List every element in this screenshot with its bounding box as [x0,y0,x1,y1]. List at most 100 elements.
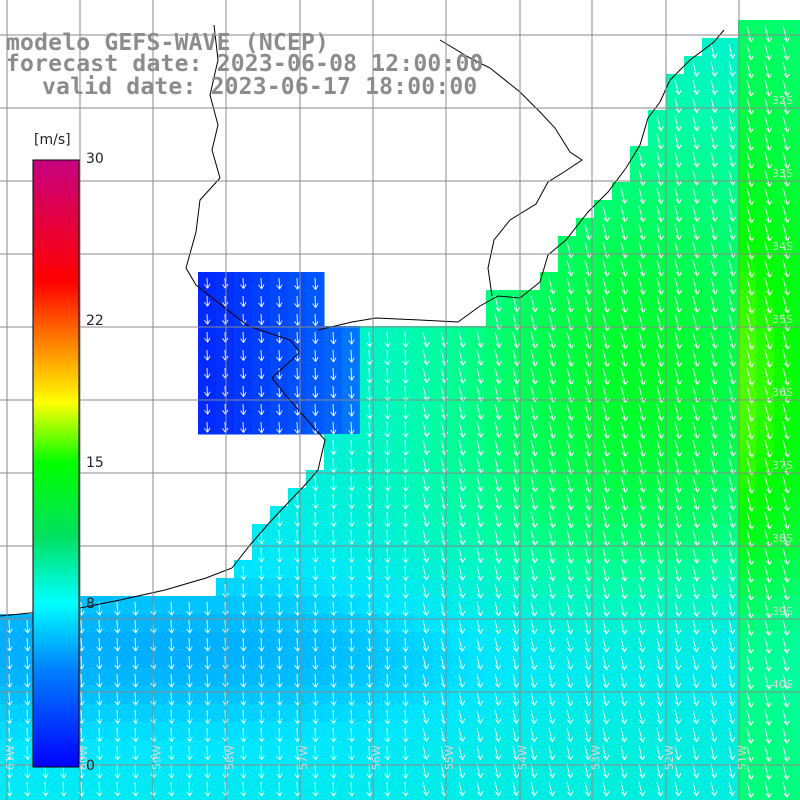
wind-arrow-head [748,434,752,440]
wind-cell [792,146,800,165]
wind-cell [684,542,703,561]
wind-cell [486,362,505,381]
wind-arrow-head [186,755,191,761]
wind-arrow [512,439,518,456]
wind-arrow-head [261,773,265,779]
wind-arrow-head [585,791,589,797]
wind-arrow-head [279,284,283,290]
wind-arrow-head [751,290,755,296]
wind-arrow [764,601,770,618]
wind-arrow-head [768,163,773,169]
wind-arrow-head [657,594,662,600]
wind-arrow [170,691,173,706]
wind-arrow-head [676,434,680,439]
wind-cell [576,758,595,777]
wind-cell [432,326,451,345]
wind-arrow-head [729,379,734,385]
wind-arrow-head [207,664,211,670]
wind-arrow [368,511,371,527]
wind-arrow-head [696,361,701,367]
wind-arrow-head [117,628,121,634]
wind-arrow-head [348,557,353,563]
wind-arrow-head [461,700,466,706]
wind-arrow-head [458,682,463,688]
wind-arrow [638,313,644,331]
wind-arrow-head [711,108,716,113]
wind-arrow-head [516,451,521,456]
wind-arrow-head [243,409,247,415]
wind-arrow [368,349,371,365]
wind-arrow-head [480,754,484,760]
wind-arrow-head [606,271,611,277]
wind-arrow-head [240,664,245,670]
wind-arrow [404,547,407,563]
wind-arrow-head [426,342,430,347]
wind-arrow-head [693,144,698,150]
wind-cell [648,272,667,291]
wind-arrow-head [279,320,283,326]
wind-arrow-head [333,467,337,473]
wind-arrow-head [222,755,227,761]
wind-arrow-head [588,558,592,564]
wind-arrow-head [675,271,680,277]
wind-arrow-head [477,773,481,778]
wind-cell [702,614,721,633]
wind-arrow-head [675,523,680,529]
wind-arrow-head [462,772,466,778]
wind-arrow-head [513,505,518,510]
wind-arrow [656,187,662,204]
wind-arrow-head [222,302,226,307]
wind-arrow-head [768,630,772,636]
wind-arrow-head [516,791,520,796]
wind-arrow [404,619,407,634]
wind-arrow [314,781,317,797]
wind-arrow-head [114,791,119,797]
wind-arrow [350,745,353,760]
wind-arrow [638,457,644,475]
wind-cell [666,452,685,471]
wind-arrow-head [768,91,773,97]
wind-cell [594,704,613,723]
wind-cell [504,650,523,669]
wind-arrow [782,709,788,726]
wind-cell [738,344,757,363]
wind-arrow-head [693,108,698,113]
wind-arrow-head [769,362,773,368]
wind-arrow [746,187,752,205]
wind-arrow [710,133,716,150]
wind-arrow-head [714,523,719,528]
wind-arrow-head [387,468,391,474]
wind-cell [702,506,721,525]
wind-cell [414,524,433,543]
wind-arrow-head [642,523,647,529]
wind-arrow-head [748,380,752,386]
wind-cell [702,758,721,777]
wind-cell [630,794,649,800]
wind-arrow-head [552,343,557,349]
wind-arrow-head [679,379,683,385]
wind-arrow [764,565,770,583]
wind-cell [612,218,631,237]
wind-arrow [494,637,499,652]
wind-arrow-head [606,773,610,779]
wind-arrow [260,349,263,361]
wind-arrow-head [441,414,446,420]
wind-arrow-head [24,755,29,761]
wind-arrow [566,619,572,635]
wind-arrow-head [312,646,317,652]
wind-arrow-head [787,236,791,242]
wind-arrow [584,583,590,599]
wind-arrow [332,655,335,670]
wind-cell [414,668,433,687]
wind-arrow [494,385,500,402]
wind-arrow [746,727,752,744]
wind-arrow-head [258,628,263,634]
wind-arrow [692,187,698,204]
wind-arrow [314,367,317,380]
wind-arrow [656,475,662,493]
wind-arrow [602,619,608,635]
wind-arrow [548,331,554,349]
wind-arrow-head [675,629,679,635]
wind-arrow [512,475,518,492]
wind-arrow-head [531,611,535,617]
